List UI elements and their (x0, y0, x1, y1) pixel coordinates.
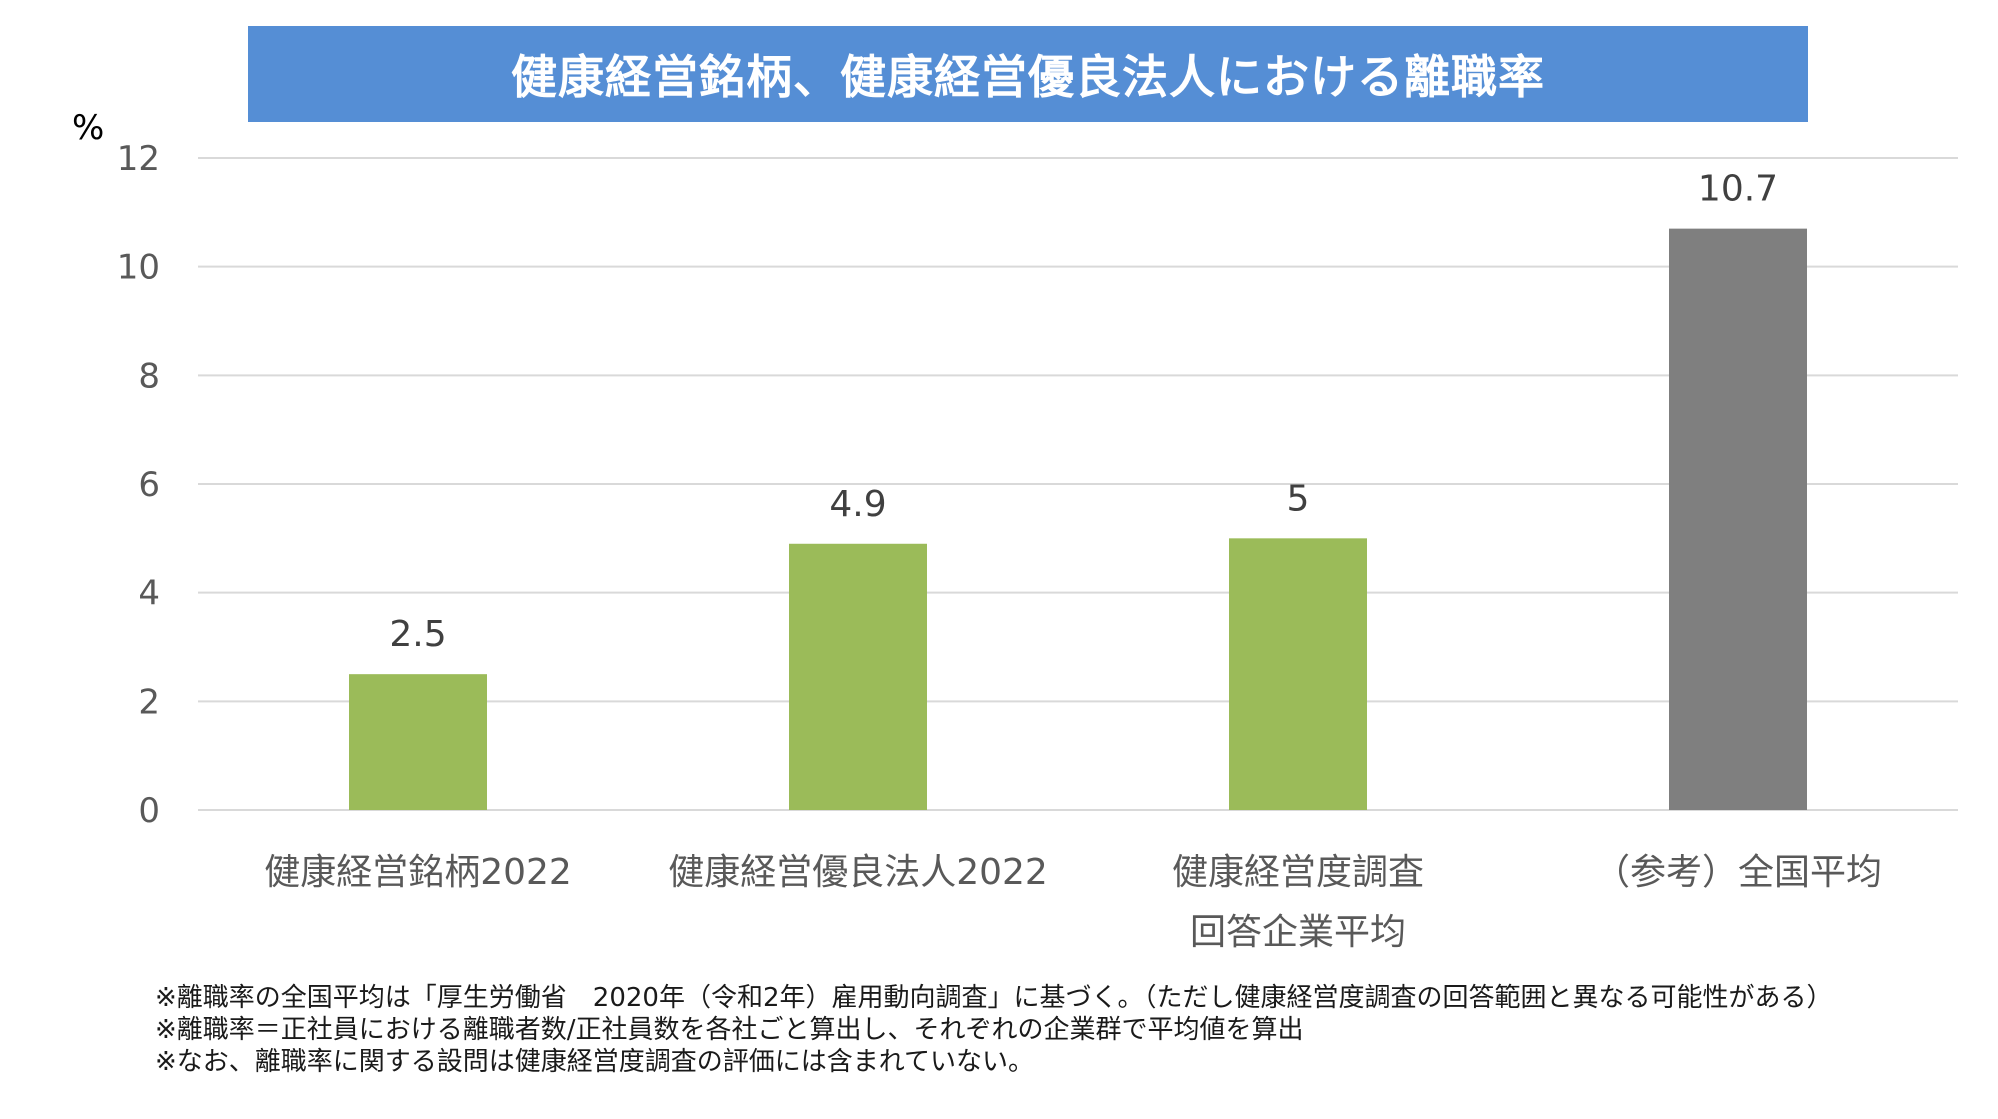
y-tick-label: 2 (138, 682, 160, 722)
y-tick-label: 12 (117, 139, 160, 179)
data-label-1: 2.5 (389, 614, 446, 655)
footnote-1: ※離職率の全国平均は「厚生労働省 2020年（令和2年）雇用動向調査」に基づく。… (155, 983, 1833, 1013)
bar-1 (349, 674, 487, 810)
bar-3 (1229, 538, 1367, 810)
footnotes: ※離職率の全国平均は「厚生労働省 2020年（令和2年）雇用動向調査」に基づく。… (155, 982, 1955, 1078)
bar-chart: 0 2 4 6 8 10 12 2.5 健康経営銘柄2022 4.9 健康経営優良法人2022 5 健康… (117, 139, 1958, 953)
x-category-label: 健康経営度調査 (1172, 852, 1424, 893)
bar-4 (1669, 228, 1807, 811)
x-category-label: 健康経営優良法人2022 (668, 852, 1048, 893)
data-label-4: 10.7 (1698, 169, 1778, 210)
y-tick-label: 4 (138, 574, 160, 614)
data-label-3: 5 (1287, 478, 1310, 519)
y-axis-unit-label: % (72, 108, 105, 148)
footnote-2: ※離職率＝正社員における離職者数/正社員数を各社ごと算出し、それぞれの企業群で平… (155, 1015, 1304, 1045)
chart-title: 健康経営銘柄、健康経営優良法人における離職率 (511, 50, 1545, 104)
data-label-2: 4.9 (829, 484, 886, 525)
y-tick-label: 10 (117, 248, 160, 288)
x-category-label: （参考）全国平均 (1594, 852, 1882, 893)
x-category-label: 健康経営銘柄2022 (264, 852, 572, 893)
y-tick-label: 0 (138, 791, 160, 831)
x-category-label: 回答企業平均 (1190, 912, 1406, 953)
y-tick-label: 6 (138, 465, 160, 505)
bar-2 (789, 543, 927, 810)
title-banner: 健康経営銘柄、健康経営優良法人における離職率 (248, 26, 1808, 122)
footnote-3: ※なお、離職率に関する設問は健康経営度調査の評価には含まれていない。 (155, 1047, 1035, 1077)
y-tick-label: 8 (138, 356, 160, 396)
